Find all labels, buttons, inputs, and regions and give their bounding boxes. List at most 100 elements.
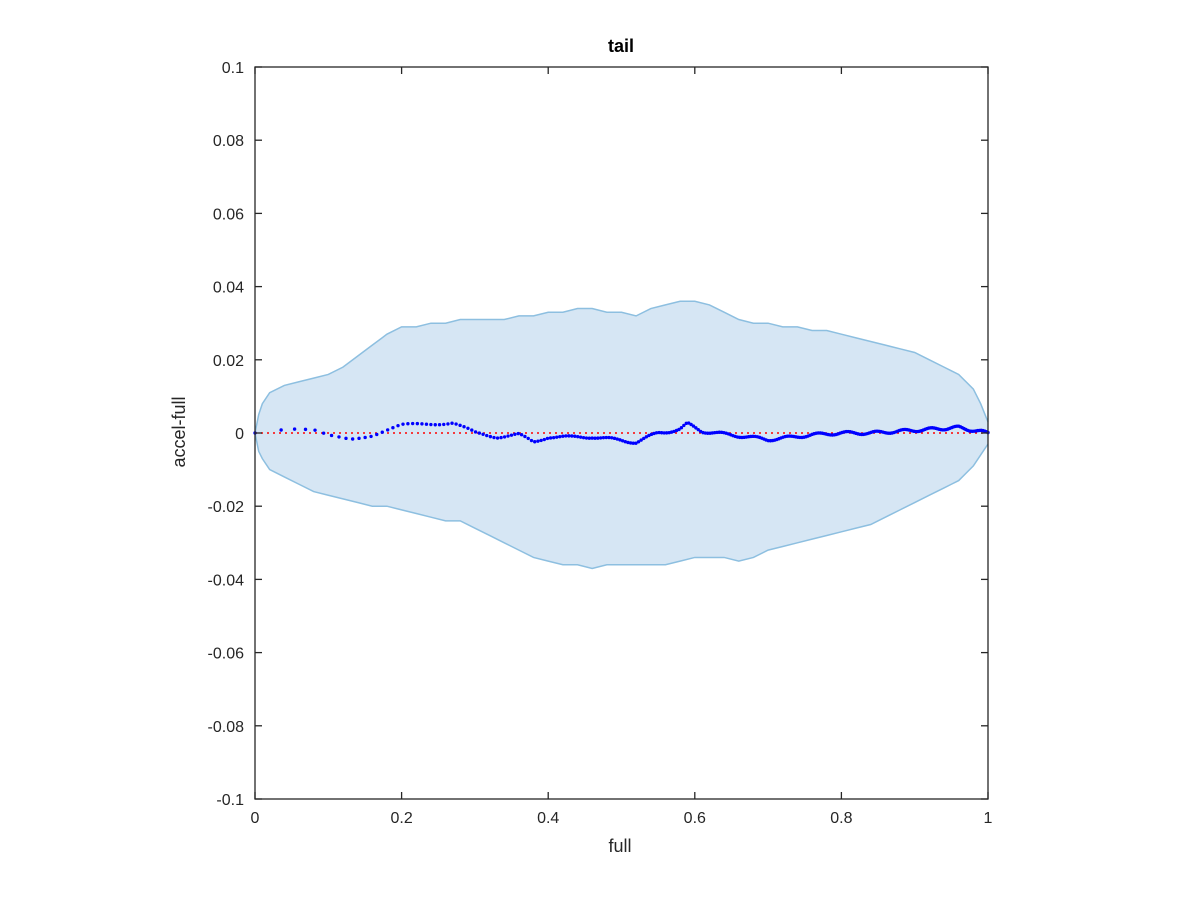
data-point bbox=[519, 433, 524, 437]
y-tick-label: -0.06 bbox=[208, 646, 245, 663]
data-point bbox=[551, 435, 556, 440]
data-point bbox=[657, 430, 661, 435]
data-point bbox=[433, 423, 437, 427]
data-point bbox=[477, 431, 482, 435]
data-point bbox=[350, 437, 355, 441]
data-point bbox=[396, 423, 400, 428]
data-point bbox=[558, 434, 562, 439]
data-point bbox=[679, 426, 684, 430]
data-points bbox=[253, 421, 990, 445]
data-point bbox=[292, 427, 297, 431]
data-point bbox=[647, 433, 651, 438]
x-tick-label: 0.4 bbox=[537, 810, 559, 827]
data-point bbox=[466, 426, 470, 431]
data-point bbox=[564, 434, 568, 438]
data-point bbox=[682, 423, 686, 428]
data-point bbox=[506, 434, 510, 438]
data-point bbox=[548, 436, 553, 440]
data-point bbox=[536, 439, 540, 443]
data-point bbox=[654, 431, 659, 435]
data-point bbox=[590, 436, 594, 440]
data-point bbox=[628, 441, 633, 445]
data-point bbox=[561, 434, 565, 438]
data-point bbox=[363, 435, 367, 440]
data-point bbox=[618, 438, 622, 442]
data-point bbox=[634, 441, 638, 445]
data-point bbox=[410, 421, 415, 426]
data-point bbox=[454, 422, 458, 426]
data-point bbox=[576, 434, 580, 439]
x-axis-label: full bbox=[608, 836, 631, 856]
data-point bbox=[279, 428, 283, 432]
x-tick-label: 0.8 bbox=[830, 810, 852, 827]
data-point bbox=[458, 423, 462, 428]
data-point bbox=[485, 433, 489, 438]
data-point bbox=[593, 436, 597, 440]
data-point bbox=[584, 436, 589, 440]
band-lower-edge bbox=[254, 432, 989, 570]
data-point bbox=[380, 430, 384, 434]
data-point bbox=[446, 422, 450, 426]
data-point bbox=[539, 438, 543, 443]
x-axis-ticks: 0 0.2 0.4 0.6 0.8 1 bbox=[251, 67, 993, 827]
data-point bbox=[598, 436, 603, 440]
data-point bbox=[607, 435, 611, 440]
data-point bbox=[321, 431, 326, 435]
data-point bbox=[513, 432, 517, 436]
data-point bbox=[570, 434, 574, 438]
y-tick-label: -0.1 bbox=[216, 792, 244, 809]
data-point bbox=[488, 434, 493, 439]
data-point bbox=[509, 433, 514, 437]
data-point bbox=[526, 436, 530, 441]
data-point bbox=[578, 435, 583, 439]
data-point bbox=[636, 440, 641, 444]
y-axis-label: accel-full bbox=[169, 396, 189, 467]
data-point bbox=[516, 431, 520, 436]
data-point bbox=[369, 434, 373, 439]
y-axis-ticks: -0.1 -0.08 -0.06 -0.04 -0.02 0 0.02 0.04 0.06 0.0… bbox=[208, 60, 988, 809]
y-tick-label: 0.02 bbox=[213, 353, 244, 370]
data-point bbox=[689, 422, 693, 427]
chart-title: tail bbox=[608, 36, 634, 56]
y-tick-label: 0.06 bbox=[213, 206, 244, 223]
data-point bbox=[662, 431, 666, 435]
data-point bbox=[470, 428, 474, 432]
data-point bbox=[642, 436, 646, 441]
data-point bbox=[313, 428, 317, 432]
data-point bbox=[337, 435, 341, 439]
data-point bbox=[523, 434, 527, 439]
data-point bbox=[462, 425, 466, 429]
y-tick-label: -0.02 bbox=[208, 499, 245, 516]
data-point bbox=[601, 435, 606, 440]
data-point bbox=[424, 422, 429, 426]
data-point bbox=[555, 435, 559, 439]
x-tick-label: 0 bbox=[251, 810, 260, 827]
x-tick-label: 0.2 bbox=[390, 810, 412, 827]
data-point bbox=[659, 431, 664, 435]
data-point bbox=[631, 441, 635, 445]
data-point bbox=[623, 440, 628, 444]
data-point bbox=[391, 426, 395, 430]
data-point bbox=[677, 427, 681, 432]
y-tick-label: 0.1 bbox=[222, 60, 244, 77]
y-tick-label: -0.08 bbox=[208, 719, 245, 736]
data-point bbox=[385, 428, 390, 432]
data-point bbox=[542, 437, 546, 442]
y-tick-label: -0.04 bbox=[208, 572, 245, 589]
data-point bbox=[303, 427, 308, 432]
data-point bbox=[581, 435, 586, 440]
data-point bbox=[639, 438, 643, 442]
y-tick-label: 0.04 bbox=[213, 280, 244, 297]
confidence-band bbox=[255, 301, 988, 569]
data-point bbox=[610, 436, 614, 440]
data-point bbox=[533, 440, 537, 444]
data-point bbox=[649, 432, 654, 437]
data-point bbox=[499, 435, 503, 440]
data-point bbox=[415, 421, 420, 426]
data-point bbox=[573, 434, 577, 438]
data-point bbox=[587, 436, 592, 440]
data-point bbox=[567, 434, 571, 438]
data-point bbox=[442, 422, 446, 427]
data-point bbox=[615, 437, 619, 441]
